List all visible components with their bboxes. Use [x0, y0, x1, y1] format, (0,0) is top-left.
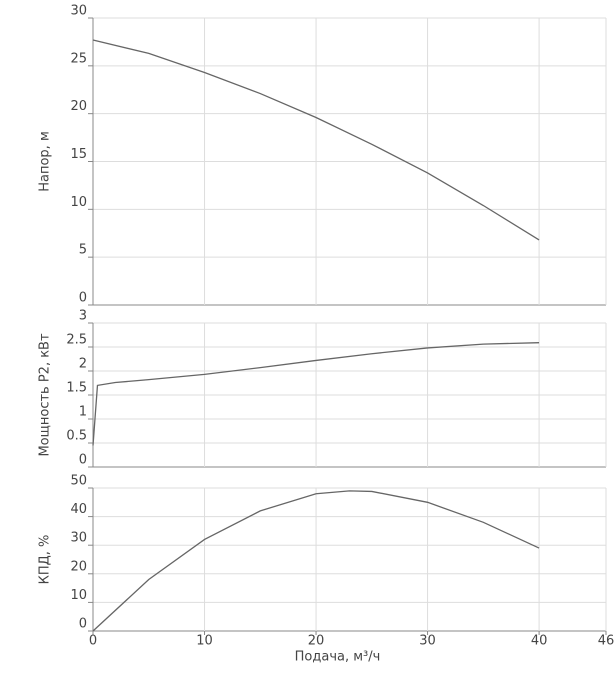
y-tick-label: 2 — [79, 357, 87, 372]
y-axis-label: КПД, % — [38, 535, 53, 585]
y-tick-label: 1 — [79, 405, 87, 420]
y-tick-label: 0 — [79, 291, 87, 306]
y-tick-label: 5 — [79, 243, 87, 258]
y-tick-label: 20 — [70, 559, 87, 574]
y-tick-label: 15 — [70, 147, 87, 162]
y-tick-label: 50 — [70, 474, 87, 489]
y-axis-label: Мощность P2, кВт — [38, 333, 53, 457]
data-line — [92, 342, 540, 446]
y-tick-label: 25 — [70, 51, 87, 66]
y-tick-label: 10 — [70, 588, 87, 603]
x-tick-label: 0 — [89, 634, 97, 649]
y-tick-label: 2.5 — [66, 333, 87, 348]
y-tick-label: 30 — [70, 531, 87, 546]
data-line — [92, 39, 540, 241]
x-tick-label: 46 — [598, 634, 615, 649]
y-axis-label: Напор, м — [38, 131, 53, 192]
y-tick-label: 0 — [79, 453, 87, 468]
x-tick-label: 20 — [308, 634, 325, 649]
y-tick-label: 20 — [70, 99, 87, 114]
y-tick-label: 0.5 — [66, 429, 87, 444]
y-tick-label: 10 — [70, 195, 87, 210]
y-tick-label: 1.5 — [66, 381, 87, 396]
x-tick-label: 10 — [196, 634, 213, 649]
x-tick-label: 40 — [531, 634, 548, 649]
y-tick-label: 30 — [70, 4, 87, 19]
x-tick-label: 30 — [419, 634, 436, 649]
x-axis-label: Подача, м³/ч — [295, 650, 381, 665]
y-tick-label: 40 — [70, 502, 87, 517]
data-line — [92, 490, 540, 632]
y-tick-label: 3 — [79, 309, 87, 324]
y-tick-label: 0 — [79, 617, 87, 632]
